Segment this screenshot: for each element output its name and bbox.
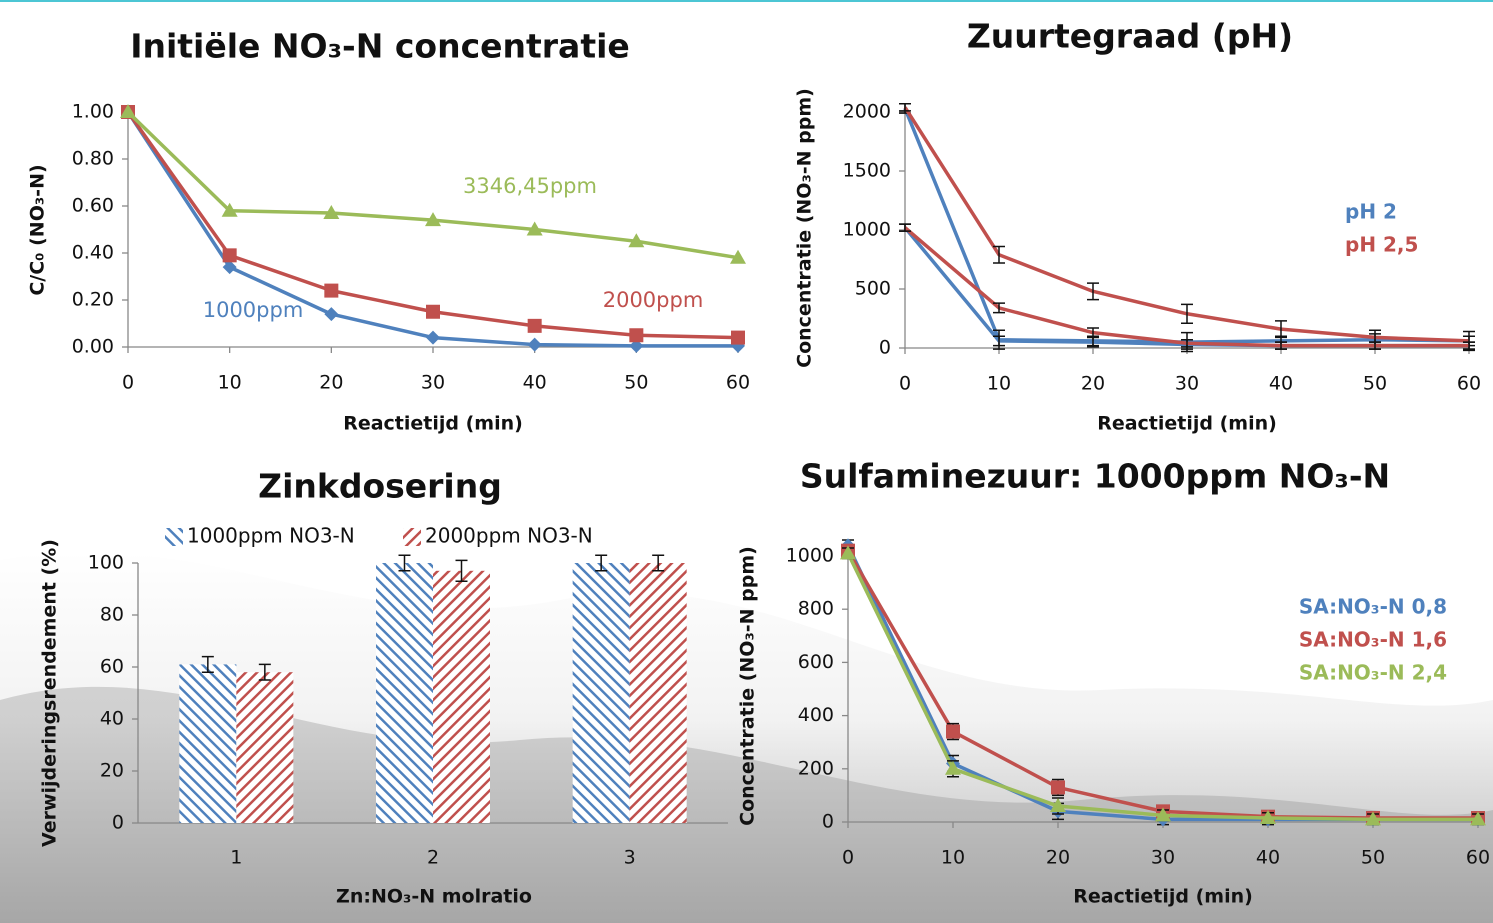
x-tick-label: 20	[1081, 373, 1105, 395]
x-tick-label: 20	[319, 372, 343, 394]
legend-label: 2000ppm NO3-N	[425, 524, 593, 548]
point	[1051, 780, 1065, 794]
y-tick-label: 0.40	[72, 242, 114, 264]
x-tick-label: 10	[987, 373, 1011, 395]
point	[946, 725, 960, 739]
x-tick-label: 40	[1256, 847, 1280, 869]
chart-title: Initiële NO₃-N concentratie	[130, 27, 630, 66]
point	[223, 248, 237, 262]
y-axis-title: Verwijderingsrendement (%)	[39, 539, 61, 847]
y-tick-label: 100	[88, 552, 124, 574]
chart-title: Zinkdosering	[258, 467, 502, 506]
y-tick-label: 1000	[786, 545, 834, 567]
x-axis-title: Zn:NO₃-N molratio	[336, 886, 532, 908]
y-tick-label: 1000	[843, 219, 891, 241]
chart-title: Sulfaminezuur: 1000ppm NO₃-N	[800, 457, 1390, 496]
bar	[179, 664, 236, 823]
point	[629, 328, 643, 342]
y-tick-label: 0.20	[72, 289, 114, 311]
y-tick-label: 400	[798, 704, 834, 726]
x-tick-label: 3	[624, 847, 636, 869]
x-tick-label: 40	[523, 372, 547, 394]
x-tick-label: 60	[726, 372, 750, 394]
legend-label: pH 2,5	[1345, 233, 1418, 257]
y-tick-label: 0.60	[72, 195, 114, 217]
legend-swatch	[403, 528, 421, 546]
x-tick-label: 1	[230, 847, 242, 869]
x-tick-label: 10	[218, 372, 242, 394]
chart-title: Zuurtegraad (pH)	[967, 17, 1293, 56]
page: Initiële NO₃-N concentratie Reactietijd (…	[0, 0, 1493, 923]
x-tick-label: 0	[842, 847, 854, 869]
y-tick-label: 1500	[843, 160, 891, 182]
series-label: 1000ppm	[203, 298, 304, 322]
x-tick-label: 30	[1175, 373, 1199, 395]
series-label: 3346,45ppm	[463, 174, 597, 198]
x-tick-label: 20	[1046, 847, 1070, 869]
x-tick-label: 2	[427, 847, 439, 869]
legend-label: SA:NO₃-N 0,8	[1299, 595, 1447, 619]
x-tick-label: 60	[1466, 847, 1490, 869]
point	[731, 331, 745, 345]
x-tick-label: 30	[421, 372, 445, 394]
x-tick-label: 40	[1269, 373, 1293, 395]
x-tick-label: 50	[624, 372, 648, 394]
x-tick-label: 50	[1361, 847, 1385, 869]
point	[324, 284, 338, 298]
x-axis-title: Reactietijd (min)	[343, 413, 523, 435]
x-axis-title: Reactietijd (min)	[1073, 886, 1253, 908]
x-tick-label: 60	[1457, 373, 1481, 395]
y-tick-label: 0	[879, 337, 891, 359]
y-tick-label: 0.00	[72, 336, 114, 358]
x-axis-title: Reactietijd (min)	[1097, 413, 1277, 435]
legend-label: 1000ppm NO3-N	[187, 524, 355, 548]
y-tick-label: 800	[798, 598, 834, 620]
y-tick-label: 0.80	[72, 148, 114, 170]
x-tick-label: 0	[122, 372, 134, 394]
legend-swatch	[165, 528, 183, 546]
x-tick-label: 30	[1151, 847, 1175, 869]
y-tick-label: 500	[855, 278, 891, 300]
legend-label: pH 2	[1345, 200, 1397, 224]
x-tick-label: 0	[899, 373, 911, 395]
series-label: 2000ppm	[603, 288, 704, 312]
y-tick-label: 600	[798, 651, 834, 673]
legend-label: SA:NO₃-N 2,4	[1299, 661, 1447, 685]
x-tick-label: 10	[941, 847, 965, 869]
bar	[433, 571, 490, 823]
y-axis-title: Concentratie (NO₃-N ppm)	[737, 546, 759, 826]
bar	[630, 563, 687, 823]
y-axis-title: C/C₀ (NO₃-N)	[27, 164, 49, 295]
point	[528, 319, 542, 333]
bar	[236, 672, 293, 823]
y-axis-title: Concentratie (NO₃-N ppm)	[794, 88, 816, 368]
y-tick-label: 60	[100, 656, 124, 678]
legend-label: SA:NO₃-N 1,6	[1299, 628, 1447, 652]
bar	[573, 563, 630, 823]
y-tick-label: 0	[112, 812, 124, 834]
x-tick-label: 50	[1363, 373, 1387, 395]
bar	[376, 563, 433, 823]
y-tick-label: 0	[822, 811, 834, 833]
y-tick-label: 2000	[843, 101, 891, 123]
y-tick-label: 40	[100, 708, 124, 730]
y-tick-label: 80	[100, 604, 124, 626]
y-tick-label: 20	[100, 760, 124, 782]
y-tick-label: 1.00	[72, 101, 114, 123]
point	[426, 305, 440, 319]
y-tick-label: 200	[798, 757, 834, 779]
